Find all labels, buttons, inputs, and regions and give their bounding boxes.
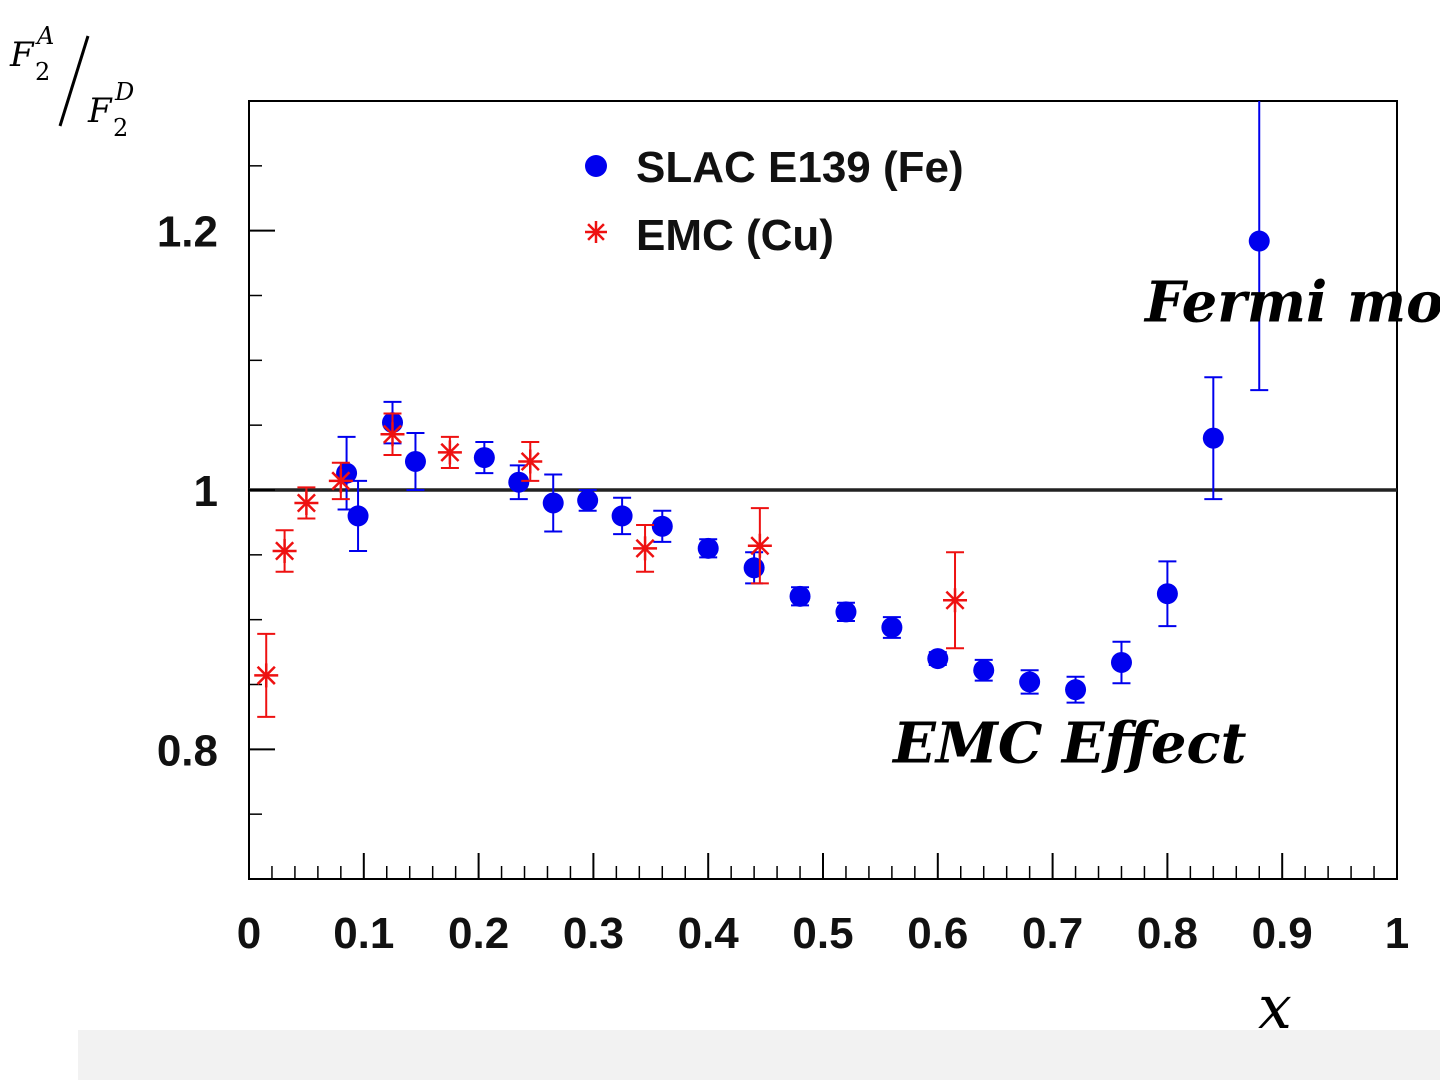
x-tick-label: 0.6	[907, 909, 968, 958]
y-tick-label: 0.8	[157, 726, 218, 775]
asterisk-stroke	[275, 541, 295, 561]
legend-marker-slac	[585, 155, 607, 177]
asterisk-stroke	[520, 451, 540, 471]
x-tick-label: 0.8	[1137, 909, 1198, 958]
y-tick-label: 1	[194, 467, 218, 516]
data-point	[697, 537, 719, 559]
y-label-numerator: F	[9, 35, 35, 75]
x-tick-label: 0.3	[563, 909, 624, 958]
y-tick-label: 1.2	[157, 208, 218, 257]
data-point	[328, 468, 353, 493]
data-point	[943, 588, 968, 613]
data-point	[651, 515, 673, 537]
data-point	[1156, 583, 1178, 605]
y-label-denominator-sup: D	[114, 78, 134, 106]
asterisk-stroke	[587, 223, 605, 241]
annotation-fermi-motion: Fermi motion	[1143, 269, 1440, 335]
data-point	[927, 648, 949, 670]
data-point	[272, 538, 297, 563]
x-tick-label: 1	[1385, 909, 1409, 958]
y-label-numerator-sub: 2	[35, 58, 50, 86]
asterisk-stroke	[945, 590, 965, 610]
y-label-fraction-slash	[58, 35, 90, 127]
y-label-denominator: F	[87, 91, 113, 131]
asterisk-stroke	[440, 442, 460, 462]
footer-bar	[78, 1030, 1440, 1080]
y-label-numerator-sup: A	[35, 22, 54, 50]
data-point	[508, 471, 530, 493]
data-series	[254, 101, 1270, 718]
data-point	[1248, 230, 1270, 252]
asterisk-stroke	[382, 424, 403, 444]
x-tick-label: 0.1	[333, 909, 394, 958]
data-point	[1110, 651, 1132, 673]
asterisk-stroke	[635, 538, 655, 558]
asterisk-stroke	[331, 471, 351, 491]
data-point	[473, 447, 495, 469]
legend: SLAC E139 (Fe) EMC (Cu)	[585, 143, 964, 260]
data-point	[747, 533, 772, 558]
data-point	[789, 585, 811, 607]
legend-label-slac: SLAC E139 (Fe)	[636, 143, 964, 192]
legend-label-emc: EMC (Cu)	[636, 211, 834, 260]
annotation-emc-effect: EMC Effect	[891, 710, 1246, 776]
data-point	[1065, 679, 1087, 701]
data-point	[380, 422, 405, 447]
legend-marker-emc	[585, 221, 607, 243]
data-point	[294, 490, 319, 515]
annotations: Fermi motion EMC Effect	[891, 269, 1440, 776]
asterisk-stroke	[296, 493, 316, 513]
data-point	[542, 492, 564, 514]
y-axis-label: F 2 A F 2 D	[9, 22, 134, 142]
data-point	[347, 505, 369, 527]
asterisk-stroke	[256, 665, 276, 685]
data-point	[973, 659, 995, 681]
y-label-denominator-sub: 2	[113, 114, 128, 142]
x-tick-label: 0.9	[1252, 909, 1313, 958]
data-point	[404, 450, 426, 472]
x-tick-label: 0	[237, 909, 261, 958]
data-point	[437, 440, 462, 465]
data-point	[611, 505, 633, 527]
data-point	[881, 616, 903, 638]
series-emc-cu	[254, 412, 968, 718]
asterisk-stroke	[750, 536, 770, 556]
x-tick-label: 0.5	[792, 909, 853, 958]
x-tick-label: 0.7	[1022, 909, 1083, 958]
x-tick-label: 0.4	[678, 909, 740, 958]
data-point	[743, 557, 765, 579]
x-tick-label: 0.2	[448, 909, 509, 958]
data-point	[254, 663, 279, 688]
data-point	[1019, 671, 1041, 693]
axis-ticks: 0 0.1 0.2 0.3 0.4 0.5 0.6 0.7 0.8 0.9 1 0.8 1 1.2	[157, 165, 1409, 958]
data-point	[577, 489, 599, 511]
data-point	[518, 449, 543, 474]
data-point	[835, 601, 857, 623]
data-point	[633, 536, 658, 561]
data-point	[1202, 427, 1224, 449]
